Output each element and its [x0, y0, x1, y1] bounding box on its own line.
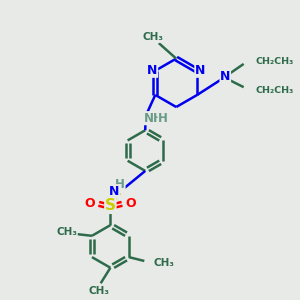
Text: CH₃: CH₃: [153, 258, 174, 268]
Text: CH₂CH₃: CH₂CH₃: [255, 56, 293, 65]
Text: CH₃: CH₃: [142, 32, 164, 42]
Text: CH₂CH₃: CH₂CH₃: [255, 85, 293, 94]
Text: H: H: [158, 112, 168, 125]
Text: N: N: [147, 64, 158, 77]
Text: O: O: [125, 197, 136, 210]
Text: CH₃: CH₃: [88, 286, 109, 296]
Text: NH: NH: [143, 112, 163, 125]
Text: O: O: [85, 197, 95, 210]
Text: CH₃: CH₃: [56, 227, 77, 237]
Text: N: N: [195, 64, 205, 77]
Text: H: H: [115, 178, 125, 191]
Text: S: S: [105, 198, 116, 213]
Text: N: N: [220, 70, 230, 83]
Text: N: N: [109, 185, 119, 198]
